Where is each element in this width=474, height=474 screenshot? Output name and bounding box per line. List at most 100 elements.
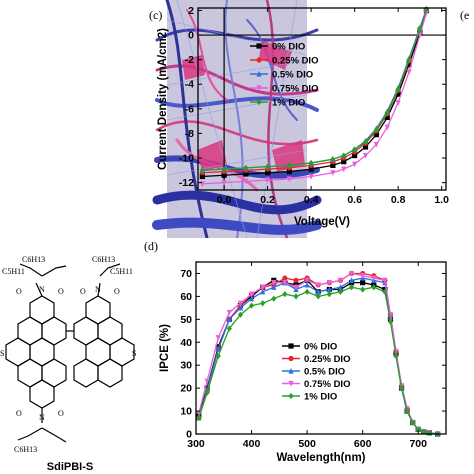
legend-marker: [288, 392, 294, 400]
data-point: [426, 430, 432, 436]
chain-top-left: C6H13: [22, 255, 45, 264]
nanofiber-morphology-image: [152, 0, 322, 238]
series-0-dio: [196, 277, 441, 437]
data-point: [226, 325, 232, 332]
data-point: [393, 350, 399, 357]
data-point: [204, 387, 210, 394]
y-tick-label: -4: [185, 79, 194, 91]
jv-chart: (c) (e 0.0 0.2 0.4 0.6 0.8 1.0 2 0 -2 -4 -6 -8 -10 -1…: [149, 5, 469, 228]
data-point: [282, 275, 288, 281]
data-point: [243, 171, 249, 177]
data-point: [435, 431, 441, 437]
data-point: [406, 56, 412, 63]
data-point: [337, 284, 344, 290]
data-point: [326, 291, 332, 298]
x-tick-label: 0.4: [304, 194, 319, 206]
data-point: [265, 163, 271, 170]
data-point: [221, 172, 227, 178]
data-point: [282, 280, 288, 286]
data-point: [406, 69, 412, 76]
y-tick-label: 2: [188, 5, 194, 17]
data-point: [371, 277, 377, 283]
data-point: [337, 288, 344, 295]
data-point: [360, 273, 366, 279]
data-point: [326, 286, 332, 293]
data-point: [337, 277, 344, 283]
data-point: [382, 277, 388, 284]
data-point: [293, 277, 299, 283]
chain-bottom: C6H13: [14, 445, 37, 454]
x-tick-label: 500: [298, 438, 316, 450]
data-point: [330, 170, 336, 176]
y-tick-label: 0: [186, 429, 192, 441]
data-point: [417, 25, 423, 33]
data-point: [196, 414, 202, 422]
data-point: [315, 289, 321, 295]
atom-o-4: O: [114, 287, 120, 296]
data-point: [421, 429, 427, 435]
y-axis-label: IPCE (%): [159, 324, 171, 372]
data-point: [260, 300, 266, 307]
data-point: [404, 406, 410, 412]
y-tick-label: 60: [180, 291, 192, 303]
data-point: [398, 385, 405, 391]
data-point: [237, 311, 244, 318]
data-point: [248, 295, 255, 302]
data-point: [315, 293, 321, 300]
legend-marker: [288, 355, 294, 362]
atom-o-5: O: [16, 409, 22, 418]
data-point: [415, 426, 421, 433]
plot-frame: [197, 7, 447, 191]
data-point: [395, 91, 401, 97]
molecule-name: SdiPBI-S: [47, 461, 93, 473]
data-point: [387, 312, 394, 318]
data-point: [260, 288, 266, 295]
legend-label: 0.75% DIO: [272, 84, 318, 95]
data-point: [398, 385, 405, 392]
data-point: [215, 335, 221, 341]
data-point: [237, 302, 244, 309]
data-point: [215, 344, 221, 350]
data-point: [371, 275, 377, 282]
data-point: [435, 431, 441, 438]
y-tick-label: -10: [179, 153, 194, 165]
data-point: [337, 277, 344, 284]
atom-o-3: O: [80, 287, 86, 296]
data-point: [215, 346, 221, 352]
legend-label: 0% DIO: [304, 342, 337, 353]
data-point: [282, 279, 288, 286]
data-point: [415, 426, 421, 433]
data-point: [204, 387, 210, 394]
x-tick-label: 300: [187, 438, 205, 450]
data-point: [382, 277, 388, 283]
legend-label: 0.5% DIO: [304, 367, 345, 378]
data-point: [293, 284, 299, 291]
data-point: [348, 277, 355, 283]
data-point: [382, 288, 388, 295]
series-1-dio: [199, 6, 430, 174]
panel-label-e-partial: (e: [460, 8, 469, 22]
data-point: [271, 295, 277, 302]
data-point: [293, 293, 299, 300]
legend-marker: [256, 43, 262, 49]
legend-marker: [288, 380, 294, 387]
panel-label-d: (d): [144, 239, 158, 253]
x-tick-label: 0.2: [260, 194, 275, 206]
data-point: [410, 419, 416, 426]
data-point: [426, 429, 432, 436]
data-point: [226, 309, 232, 316]
data-point: [387, 318, 394, 325]
data-point: [326, 280, 332, 286]
series-line: [202, 10, 428, 178]
data-point: [286, 162, 292, 169]
y-axis-label: Current Density (mA/cm2): [157, 28, 169, 170]
data-point: [282, 280, 288, 286]
atom-n-top-left: N: [39, 285, 45, 294]
data-point: [371, 284, 377, 291]
data-point: [226, 316, 232, 322]
atom-o-2: O: [58, 287, 64, 296]
legend-label: 0% DIO: [272, 42, 305, 53]
data-point: [308, 173, 314, 180]
y-tick-label: 40: [180, 337, 192, 349]
legend: 0% DIO 0.25% DIO 0.5% DIO 0.75% DIO 1% DIO: [250, 42, 318, 109]
